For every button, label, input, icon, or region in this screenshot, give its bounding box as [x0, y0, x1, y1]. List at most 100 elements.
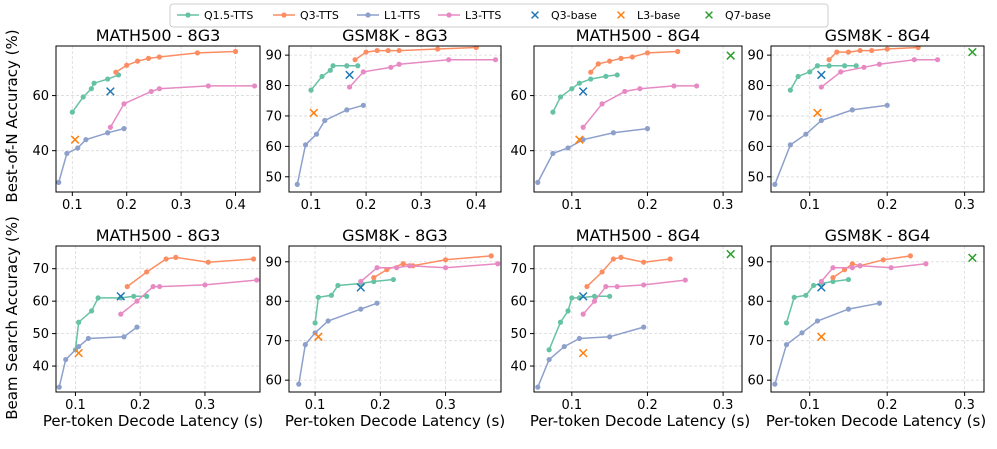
data-point	[934, 57, 941, 63]
series-l1-tts	[772, 300, 883, 387]
series-q1-5-tts	[308, 63, 361, 93]
gridlines	[289, 46, 501, 192]
y-tick-label: 40	[510, 360, 527, 375]
series-line	[360, 263, 498, 283]
data-point	[783, 320, 790, 326]
data-point	[294, 181, 300, 187]
plot-area	[772, 253, 977, 387]
data-point	[358, 306, 364, 312]
data-point	[435, 46, 441, 52]
data-point	[388, 64, 394, 70]
data-point	[74, 348, 83, 358]
x-tick-label: 0.3	[171, 198, 192, 213]
legend-label: Q1.5-TTS	[204, 9, 253, 22]
data-point	[315, 294, 321, 300]
data-point	[603, 283, 609, 290]
y-tick-label: 40	[32, 360, 49, 375]
legend-label: L1-TTS	[384, 9, 420, 22]
data-point	[488, 253, 494, 259]
data-point	[144, 293, 150, 299]
data-point	[814, 318, 821, 324]
plot-frame	[288, 245, 502, 393]
data-point-stroke-b	[314, 332, 323, 342]
legend-marker	[617, 11, 625, 19]
series-l1-tts	[296, 300, 380, 387]
legend-marker	[281, 12, 287, 18]
x-tick-label: 0.3	[954, 198, 975, 213]
data-point	[302, 142, 309, 148]
data-point	[134, 298, 140, 304]
chart-panel-6: 0.1 0.2 0.3 60 70 80 90 GSM8K - 8G3	[265, 226, 502, 413]
data-point	[618, 55, 624, 61]
data-point	[610, 130, 617, 136]
data-point	[907, 253, 914, 259]
y-tick-label: 50	[510, 327, 527, 342]
data-point	[772, 381, 778, 387]
chart-title: GSM8K - 8G4	[825, 26, 931, 45]
x-tick-label: 0.3	[954, 398, 975, 413]
data-point	[550, 150, 556, 157]
data-point	[726, 249, 735, 259]
data-point	[578, 348, 588, 358]
data-point	[607, 58, 613, 64]
data-point	[371, 278, 377, 285]
data-point	[841, 63, 848, 69]
data-point	[595, 61, 601, 67]
data-point	[80, 94, 86, 100]
data-point	[363, 49, 369, 55]
x-tick-label: 0.4	[466, 198, 487, 213]
x-tick-label: 0.1	[62, 198, 83, 213]
data-point	[134, 324, 140, 330]
data-point	[56, 179, 62, 185]
data-point	[826, 57, 832, 63]
series-l3-base	[314, 332, 323, 342]
data-point	[106, 87, 115, 96]
series-l3-tts	[580, 83, 700, 130]
series-line	[354, 46, 477, 61]
data-point	[535, 179, 541, 185]
legend-marker-stroke-b	[617, 11, 625, 19]
chart-title: GSM8K - 8G3	[342, 26, 448, 45]
data-point	[205, 259, 211, 265]
series-l3-tts	[818, 261, 929, 285]
plot-area	[56, 48, 258, 185]
chart-title: GSM8K - 8G4	[825, 226, 931, 245]
data-point	[857, 47, 863, 54]
series-line	[590, 50, 678, 73]
x-tick-label: 0.2	[877, 198, 898, 213]
series-q3-base	[106, 87, 115, 96]
legend-marker-stroke-b	[705, 11, 713, 19]
plot-frame	[533, 245, 743, 393]
data-point-stroke-b	[575, 135, 584, 144]
series-q3-tts	[584, 254, 673, 290]
data-point	[884, 46, 890, 52]
data-point	[70, 135, 80, 144]
data-point	[116, 291, 126, 301]
data-point	[89, 308, 95, 314]
x-tick-label: 0.3	[713, 398, 734, 413]
legend-entry-l3-tts: L3-TTS	[438, 9, 501, 22]
series-q1-5-tts	[550, 72, 620, 115]
data-point	[671, 83, 677, 89]
data-point	[163, 256, 169, 262]
data-point	[205, 83, 211, 89]
data-point	[607, 293, 613, 299]
series-line	[582, 85, 697, 128]
data-point	[830, 265, 836, 271]
data-point	[330, 63, 336, 69]
data-point-stroke-b	[578, 348, 588, 358]
x-axis-label-3: Per-token Decode Latency (s)	[530, 412, 750, 430]
series-q3-base	[356, 283, 366, 292]
plot-frame	[288, 45, 502, 193]
data-point	[76, 319, 82, 325]
data-point	[118, 311, 124, 317]
series-l3-tts	[346, 57, 499, 90]
data-point-stroke-b	[345, 70, 354, 80]
data-point	[535, 384, 541, 390]
y-axis-label-best-of-n: Best-of-N Accuracy (%)	[3, 29, 21, 202]
data-point	[783, 342, 790, 348]
data-point	[614, 283, 620, 290]
data-point	[565, 308, 571, 314]
chart-panel-2: 0.1 0.2 0.3 0.4 50 60 70 80 90 GSM8K - 8G3	[265, 26, 502, 213]
data-point	[578, 291, 588, 301]
